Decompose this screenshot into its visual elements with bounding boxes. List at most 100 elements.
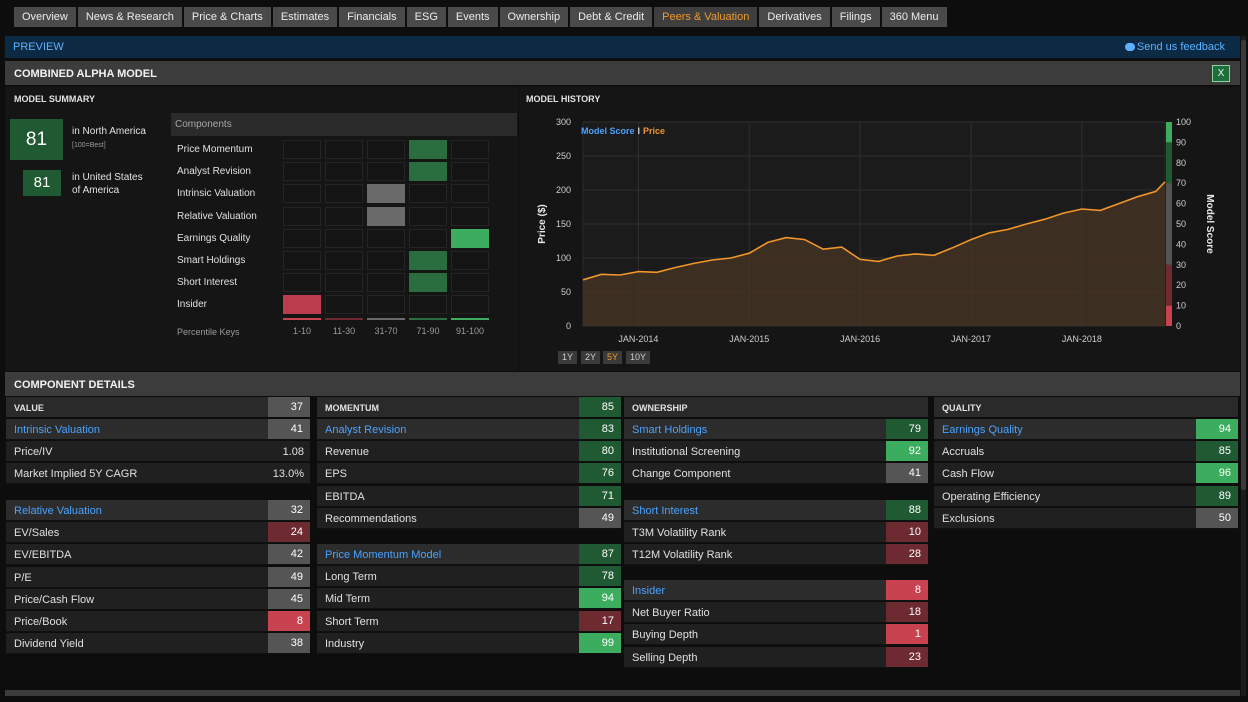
metric-score-badge: 23 bbox=[886, 646, 928, 667]
tab-price-charts[interactable]: Price & Charts bbox=[183, 7, 271, 27]
metric-score-badge: 96 bbox=[1196, 463, 1238, 484]
subgroup-row[interactable]: Short Interest 88 bbox=[624, 500, 928, 521]
metric-score-badge: 99 bbox=[579, 632, 621, 653]
metric-label: Price/IV bbox=[14, 446, 53, 459]
component-grid-cell bbox=[325, 162, 363, 182]
range-button-10y[interactable]: 10Y bbox=[626, 351, 651, 364]
subgroup-link[interactable]: Analyst Revision bbox=[325, 424, 407, 436]
momentum-score-badge: 85 bbox=[579, 397, 621, 417]
component-grid-cell bbox=[451, 273, 489, 293]
metric-score-badge: 83 bbox=[579, 419, 621, 439]
tab-esg[interactable]: ESG bbox=[406, 7, 446, 27]
excel-export-icon[interactable]: X bbox=[1212, 65, 1230, 82]
tab-debt-credit[interactable]: Debt & Credit bbox=[570, 7, 653, 27]
metric-score-badge: 42 bbox=[268, 544, 310, 565]
subgroup-row[interactable]: Intrinsic Valuation 41 bbox=[6, 419, 310, 440]
component-grid-cell bbox=[325, 273, 363, 293]
legend-model-score: Model Score bbox=[581, 126, 635, 136]
value-header-label: VALUE bbox=[14, 403, 44, 413]
metric-label: Selling Depth bbox=[632, 651, 698, 664]
metric-score-badge: 8 bbox=[886, 580, 928, 600]
metric-label: Buying Depth bbox=[632, 629, 699, 642]
momentum-header: MOMENTUM 85 bbox=[317, 397, 621, 417]
tab-events[interactable]: Events bbox=[447, 7, 498, 27]
model-score-band bbox=[1166, 142, 1172, 184]
component-grid-cell bbox=[367, 251, 405, 270]
quality-header-label: QUALITY bbox=[942, 403, 982, 413]
chart-legend: Model Score I Price bbox=[581, 126, 665, 136]
component-details-header: COMPONENT DETAILS bbox=[5, 372, 1240, 396]
subgroup-row[interactable]: Insider 8 bbox=[624, 580, 928, 601]
tab-estimates[interactable]: Estimates bbox=[272, 7, 338, 27]
percentile-key-label: 1-10 bbox=[292, 326, 311, 336]
subgroup-row[interactable]: Earnings Quality 94 bbox=[934, 419, 1238, 440]
metric-row: Dividend Yield 38 bbox=[6, 633, 310, 655]
subgroup-link[interactable]: Earnings Quality bbox=[942, 424, 1023, 436]
metric-row: T12M Volatility Rank 28 bbox=[624, 544, 928, 566]
subgroup-link[interactable]: Insider bbox=[632, 585, 666, 597]
feedback-link[interactable]: Send us feedback bbox=[1124, 41, 1225, 53]
metric-row: EPS 76 bbox=[317, 463, 621, 485]
tab-news-research[interactable]: News & Research bbox=[77, 7, 182, 27]
metric-row: Selling Depth 23 bbox=[624, 646, 928, 668]
subgroup-link[interactable]: Relative Valuation bbox=[14, 505, 102, 517]
component-grid-cell bbox=[451, 184, 489, 204]
subgroup-link[interactable]: Smart Holdings bbox=[632, 424, 708, 436]
metric-score-badge: 50 bbox=[1196, 507, 1238, 528]
model-score-band bbox=[1166, 264, 1172, 306]
component-grid-cell bbox=[451, 295, 489, 315]
tab-ownership[interactable]: Ownership bbox=[499, 7, 569, 27]
y2-axis-label: Model Score bbox=[1204, 194, 1215, 254]
subgroup-row[interactable]: Smart Holdings 79 bbox=[624, 419, 928, 440]
subgroup-row[interactable]: Relative Valuation 32 bbox=[6, 500, 310, 521]
metric-score-badge: 10 bbox=[886, 522, 928, 543]
horizontal-scrollbar[interactable] bbox=[5, 690, 1240, 696]
subgroup-row[interactable]: Price Momentum Model 87 bbox=[317, 544, 621, 565]
metric-label: Cash Flow bbox=[942, 468, 994, 481]
component-grid-cell bbox=[283, 184, 321, 204]
metric-score-badge: 88 bbox=[886, 500, 928, 520]
percentile-key-swatch bbox=[409, 318, 447, 320]
y2-tick-label: 30 bbox=[1176, 260, 1186, 270]
model-score-band bbox=[1166, 122, 1172, 143]
tab-financials[interactable]: Financials bbox=[339, 7, 405, 27]
percentile-key-label: 91-100 bbox=[455, 326, 485, 336]
metric-score-badge: 24 bbox=[268, 522, 310, 543]
x-tick-label: JAN-2015 bbox=[729, 334, 769, 344]
component-grid-cell bbox=[283, 140, 321, 159]
y2-tick-label: 60 bbox=[1176, 199, 1186, 209]
component-percentile-marker bbox=[409, 162, 447, 182]
component-grid-cell bbox=[283, 273, 321, 293]
tab-filings[interactable]: Filings bbox=[831, 7, 880, 27]
component-grid-cell bbox=[325, 251, 363, 270]
tab-peers-valuation[interactable]: Peers & Valuation bbox=[654, 7, 758, 27]
component-grid-cell bbox=[409, 184, 447, 204]
metric-row: P/E 49 bbox=[6, 566, 310, 588]
metric-score-badge: 8 bbox=[268, 611, 310, 631]
subgroup-row[interactable]: Analyst Revision 83 bbox=[317, 419, 621, 440]
feedback-label: Send us feedback bbox=[1136, 41, 1225, 53]
x-tick-label: JAN-2017 bbox=[951, 334, 991, 344]
percentile-key-swatch bbox=[451, 318, 489, 320]
component-grid-cell bbox=[451, 251, 489, 270]
components-header-label: Components bbox=[175, 119, 232, 130]
metric-score-badge: 94 bbox=[579, 588, 621, 609]
tab-overview[interactable]: Overview bbox=[14, 7, 76, 27]
range-button-5y[interactable]: 5Y bbox=[603, 351, 623, 364]
y2-tick-label: 20 bbox=[1176, 280, 1186, 290]
metric-label: Short Term bbox=[325, 615, 379, 628]
range-button-2y[interactable]: 2Y bbox=[581, 351, 601, 364]
y2-tick-label: 70 bbox=[1176, 178, 1186, 188]
range-button-1y[interactable]: 1Y bbox=[558, 351, 578, 364]
subgroup-link[interactable]: Short Interest bbox=[632, 505, 699, 517]
legend-price: Price bbox=[643, 126, 665, 136]
metric-row: T3M Volatility Rank 10 bbox=[624, 522, 928, 544]
component-grid-cell bbox=[325, 184, 363, 204]
metric-score-badge: 85 bbox=[1196, 441, 1238, 462]
scrollbar-thumb[interactable] bbox=[1241, 40, 1246, 490]
tab-derivatives[interactable]: Derivatives bbox=[759, 7, 830, 27]
tab-360-menu[interactable]: 360 Menu bbox=[881, 7, 947, 27]
subgroup-link[interactable]: Price Momentum Model bbox=[325, 549, 442, 561]
subgroup-link[interactable]: Intrinsic Valuation bbox=[14, 424, 101, 436]
y-tick-label: 250 bbox=[556, 151, 571, 161]
